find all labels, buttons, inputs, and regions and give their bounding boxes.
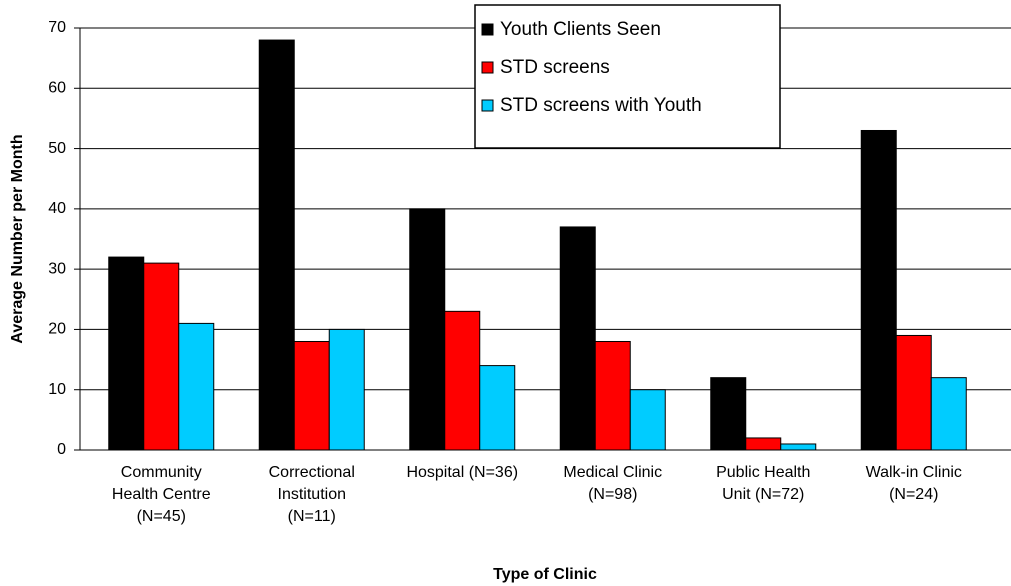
bar [745, 437, 782, 451]
legend-label: STD screens with Youth [500, 95, 702, 116]
legend-label: Youth Clients Seen [500, 19, 661, 40]
y-tick-label: 10 [48, 381, 66, 398]
bar [258, 39, 295, 451]
bar [594, 340, 631, 451]
y-tick-label: 30 [48, 260, 66, 277]
y-tick-label: 60 [48, 80, 66, 97]
legend-swatch [481, 61, 494, 74]
x-tick-label: Community Health Centre (N=45) [111, 464, 211, 525]
legend-label: STD screens [500, 57, 610, 78]
bar [178, 322, 215, 451]
bar [479, 365, 516, 451]
legend-swatch [481, 23, 494, 36]
legend: Youth Clients Seen STD screens STD screens… [474, 4, 781, 149]
bar [895, 334, 932, 451]
bar [629, 389, 666, 451]
bar [409, 208, 446, 451]
y-axis-title: Average Number per Month [9, 134, 26, 343]
legend-box [474, 4, 781, 149]
bar [108, 256, 145, 451]
y-tick-label: 70 [48, 19, 66, 36]
bar [780, 443, 817, 451]
bar [930, 377, 967, 451]
x-tick-label: Public Health Unit (N=72) [716, 464, 811, 503]
x-tick-label: Walk-in Clinic (N=24) [865, 464, 962, 503]
bar [328, 328, 365, 451]
x-tick-label: Correctional Institution (N=11) [268, 464, 355, 525]
bar [710, 377, 747, 451]
y-tick-label: 0 [57, 441, 66, 458]
bar [293, 340, 330, 451]
y-tick-label: 20 [48, 321, 66, 338]
bar [860, 129, 897, 451]
bar [444, 310, 481, 451]
bar [143, 262, 180, 451]
legend-swatch [481, 99, 494, 112]
y-tick-label: 50 [48, 140, 66, 157]
bar [559, 226, 596, 451]
x-axis-title: Type of Clinic [493, 566, 597, 583]
x-tick-label: Hospital (N=36) [406, 464, 519, 481]
y-tick-label: 40 [48, 200, 66, 217]
x-tick-label: Medical Clinic (N=98) [563, 464, 663, 503]
